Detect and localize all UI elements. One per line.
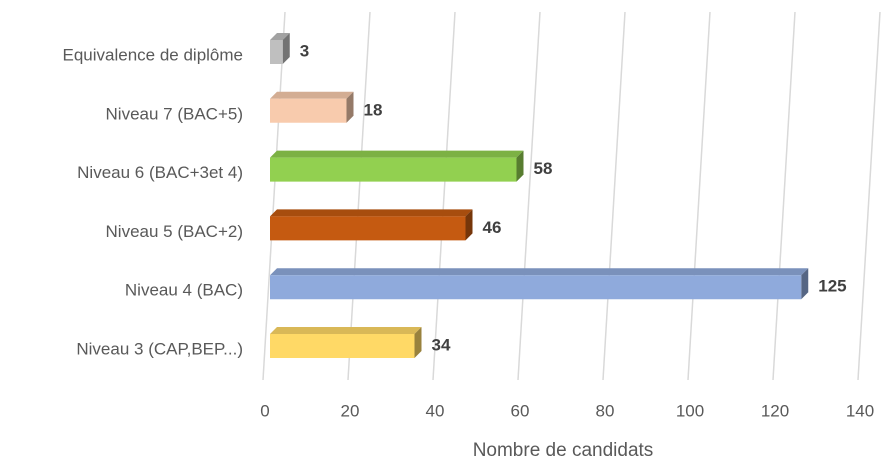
y-tick-label: Niveau 4 (BAC) bbox=[125, 281, 243, 300]
data-label: 125 bbox=[818, 277, 846, 296]
data-label: 3 bbox=[300, 41, 309, 60]
x-tick-label: 60 bbox=[511, 401, 530, 420]
grid-line bbox=[432, 11, 456, 381]
bar-side bbox=[414, 327, 422, 358]
x-tick-label: 140 bbox=[846, 401, 874, 420]
bar bbox=[270, 209, 473, 241]
bar-top bbox=[270, 33, 290, 40]
bar-side bbox=[801, 268, 809, 300]
bar-front bbox=[270, 157, 517, 182]
y-tick-label: Niveau 5 (BAC+2) bbox=[106, 222, 243, 241]
data-label: 18 bbox=[364, 100, 383, 119]
data-label: 34 bbox=[432, 335, 451, 354]
bar-front bbox=[270, 275, 802, 300]
x-tick-label: 80 bbox=[596, 401, 615, 420]
bar-side bbox=[346, 91, 354, 123]
y-tick-label: Equivalence de diplôme bbox=[62, 45, 243, 64]
grid-line bbox=[857, 11, 881, 381]
x-tick-label: 40 bbox=[426, 401, 445, 420]
bar-front bbox=[270, 40, 283, 64]
y-tick-label: Niveau 7 (BAC+5) bbox=[106, 104, 243, 123]
bar-front bbox=[270, 334, 415, 358]
grid-line bbox=[347, 11, 371, 381]
grid-line bbox=[517, 11, 541, 381]
bar-side bbox=[282, 33, 290, 64]
bar-front bbox=[270, 216, 466, 241]
bar-side bbox=[516, 150, 524, 182]
data-label: 46 bbox=[483, 218, 502, 237]
x-axis-title: Nombre de candidats bbox=[473, 440, 654, 461]
grid-line bbox=[262, 11, 286, 381]
x-tick-label: 0 bbox=[260, 401, 269, 420]
bar-top bbox=[270, 268, 809, 276]
bar bbox=[270, 268, 809, 300]
bar-top bbox=[270, 209, 473, 217]
x-tick-label: 20 bbox=[341, 401, 360, 420]
y-tick-label: Niveau 3 (CAP,BEP...) bbox=[76, 339, 243, 358]
bar-top bbox=[270, 91, 354, 99]
bar bbox=[270, 91, 354, 123]
grid-line bbox=[602, 11, 626, 381]
bar bbox=[270, 33, 290, 64]
bar-top bbox=[270, 150, 524, 158]
x-tick-label: 120 bbox=[761, 401, 789, 420]
bar-side bbox=[465, 209, 473, 241]
bar-top bbox=[270, 327, 422, 334]
bar bbox=[270, 150, 524, 182]
x-tick-label: 100 bbox=[676, 401, 704, 420]
bar bbox=[270, 327, 422, 358]
grid-line bbox=[772, 11, 796, 381]
grid-line bbox=[687, 11, 711, 381]
bar-front bbox=[270, 98, 347, 123]
data-label: 58 bbox=[534, 159, 553, 178]
y-tick-label: Niveau 6 (BAC+3et 4) bbox=[77, 163, 243, 182]
